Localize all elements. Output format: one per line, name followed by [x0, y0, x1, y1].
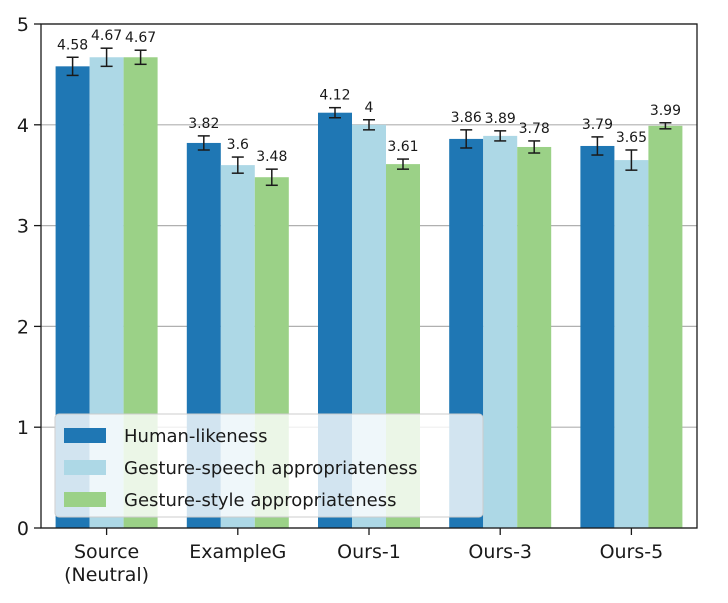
data-label: 3.6	[227, 137, 249, 153]
data-label: 4	[365, 100, 374, 116]
legend-label: Human-likeness	[124, 426, 268, 447]
data-label: 4.58	[57, 37, 88, 53]
data-label: 3.89	[485, 111, 516, 127]
y-tick-label: 3	[17, 216, 29, 238]
data-label: 3.86	[451, 110, 482, 126]
y-tick-label: 0	[17, 518, 29, 540]
x-tick-label: ExampleG	[189, 541, 286, 563]
data-label: 3.61	[387, 139, 418, 155]
data-label: 3.82	[188, 116, 219, 132]
axes: 0 1 2 3 4 5 Source (Neutral) ExampleG Ours-1 Ours-…	[17, 14, 698, 586]
x-tick-label: Ours-5	[600, 541, 664, 563]
bar	[648, 125, 683, 529]
bar	[517, 146, 552, 528]
legend-box	[54, 413, 484, 518]
data-label: 3.79	[582, 117, 613, 133]
bar	[483, 135, 518, 528]
bar	[580, 145, 615, 528]
y-tick-label: 4	[17, 115, 29, 137]
data-label: 3.78	[519, 121, 550, 137]
x-tick-label: Source (Neutral)	[64, 541, 149, 586]
x-tick-label: Ours-3	[468, 541, 532, 563]
legend: Human-likeness Gesture-speech appropriate…	[54, 413, 484, 518]
legend-label: Gesture-style appropriateness	[124, 490, 396, 511]
data-label: 4.67	[125, 30, 156, 46]
error-bars	[66, 47, 672, 187]
legend-swatch	[64, 492, 106, 507]
legend-swatch	[64, 460, 106, 475]
legend-label: Gesture-speech appropriateness	[124, 458, 418, 479]
data-label: 4.67	[91, 28, 122, 44]
plot-frame	[40, 23, 698, 529]
data-label: 3.48	[256, 149, 287, 165]
data-label: 3.99	[650, 103, 681, 119]
data-label: 3.65	[616, 130, 647, 146]
y-tick-label: 1	[17, 417, 29, 439]
x-tick-label: Ours-1	[337, 541, 401, 563]
y-tick-label: 5	[17, 14, 29, 36]
bar	[614, 160, 649, 528]
legend-swatch	[64, 428, 106, 443]
data-label: 4.12	[319, 88, 350, 104]
y-tick-label: 2	[17, 316, 29, 338]
